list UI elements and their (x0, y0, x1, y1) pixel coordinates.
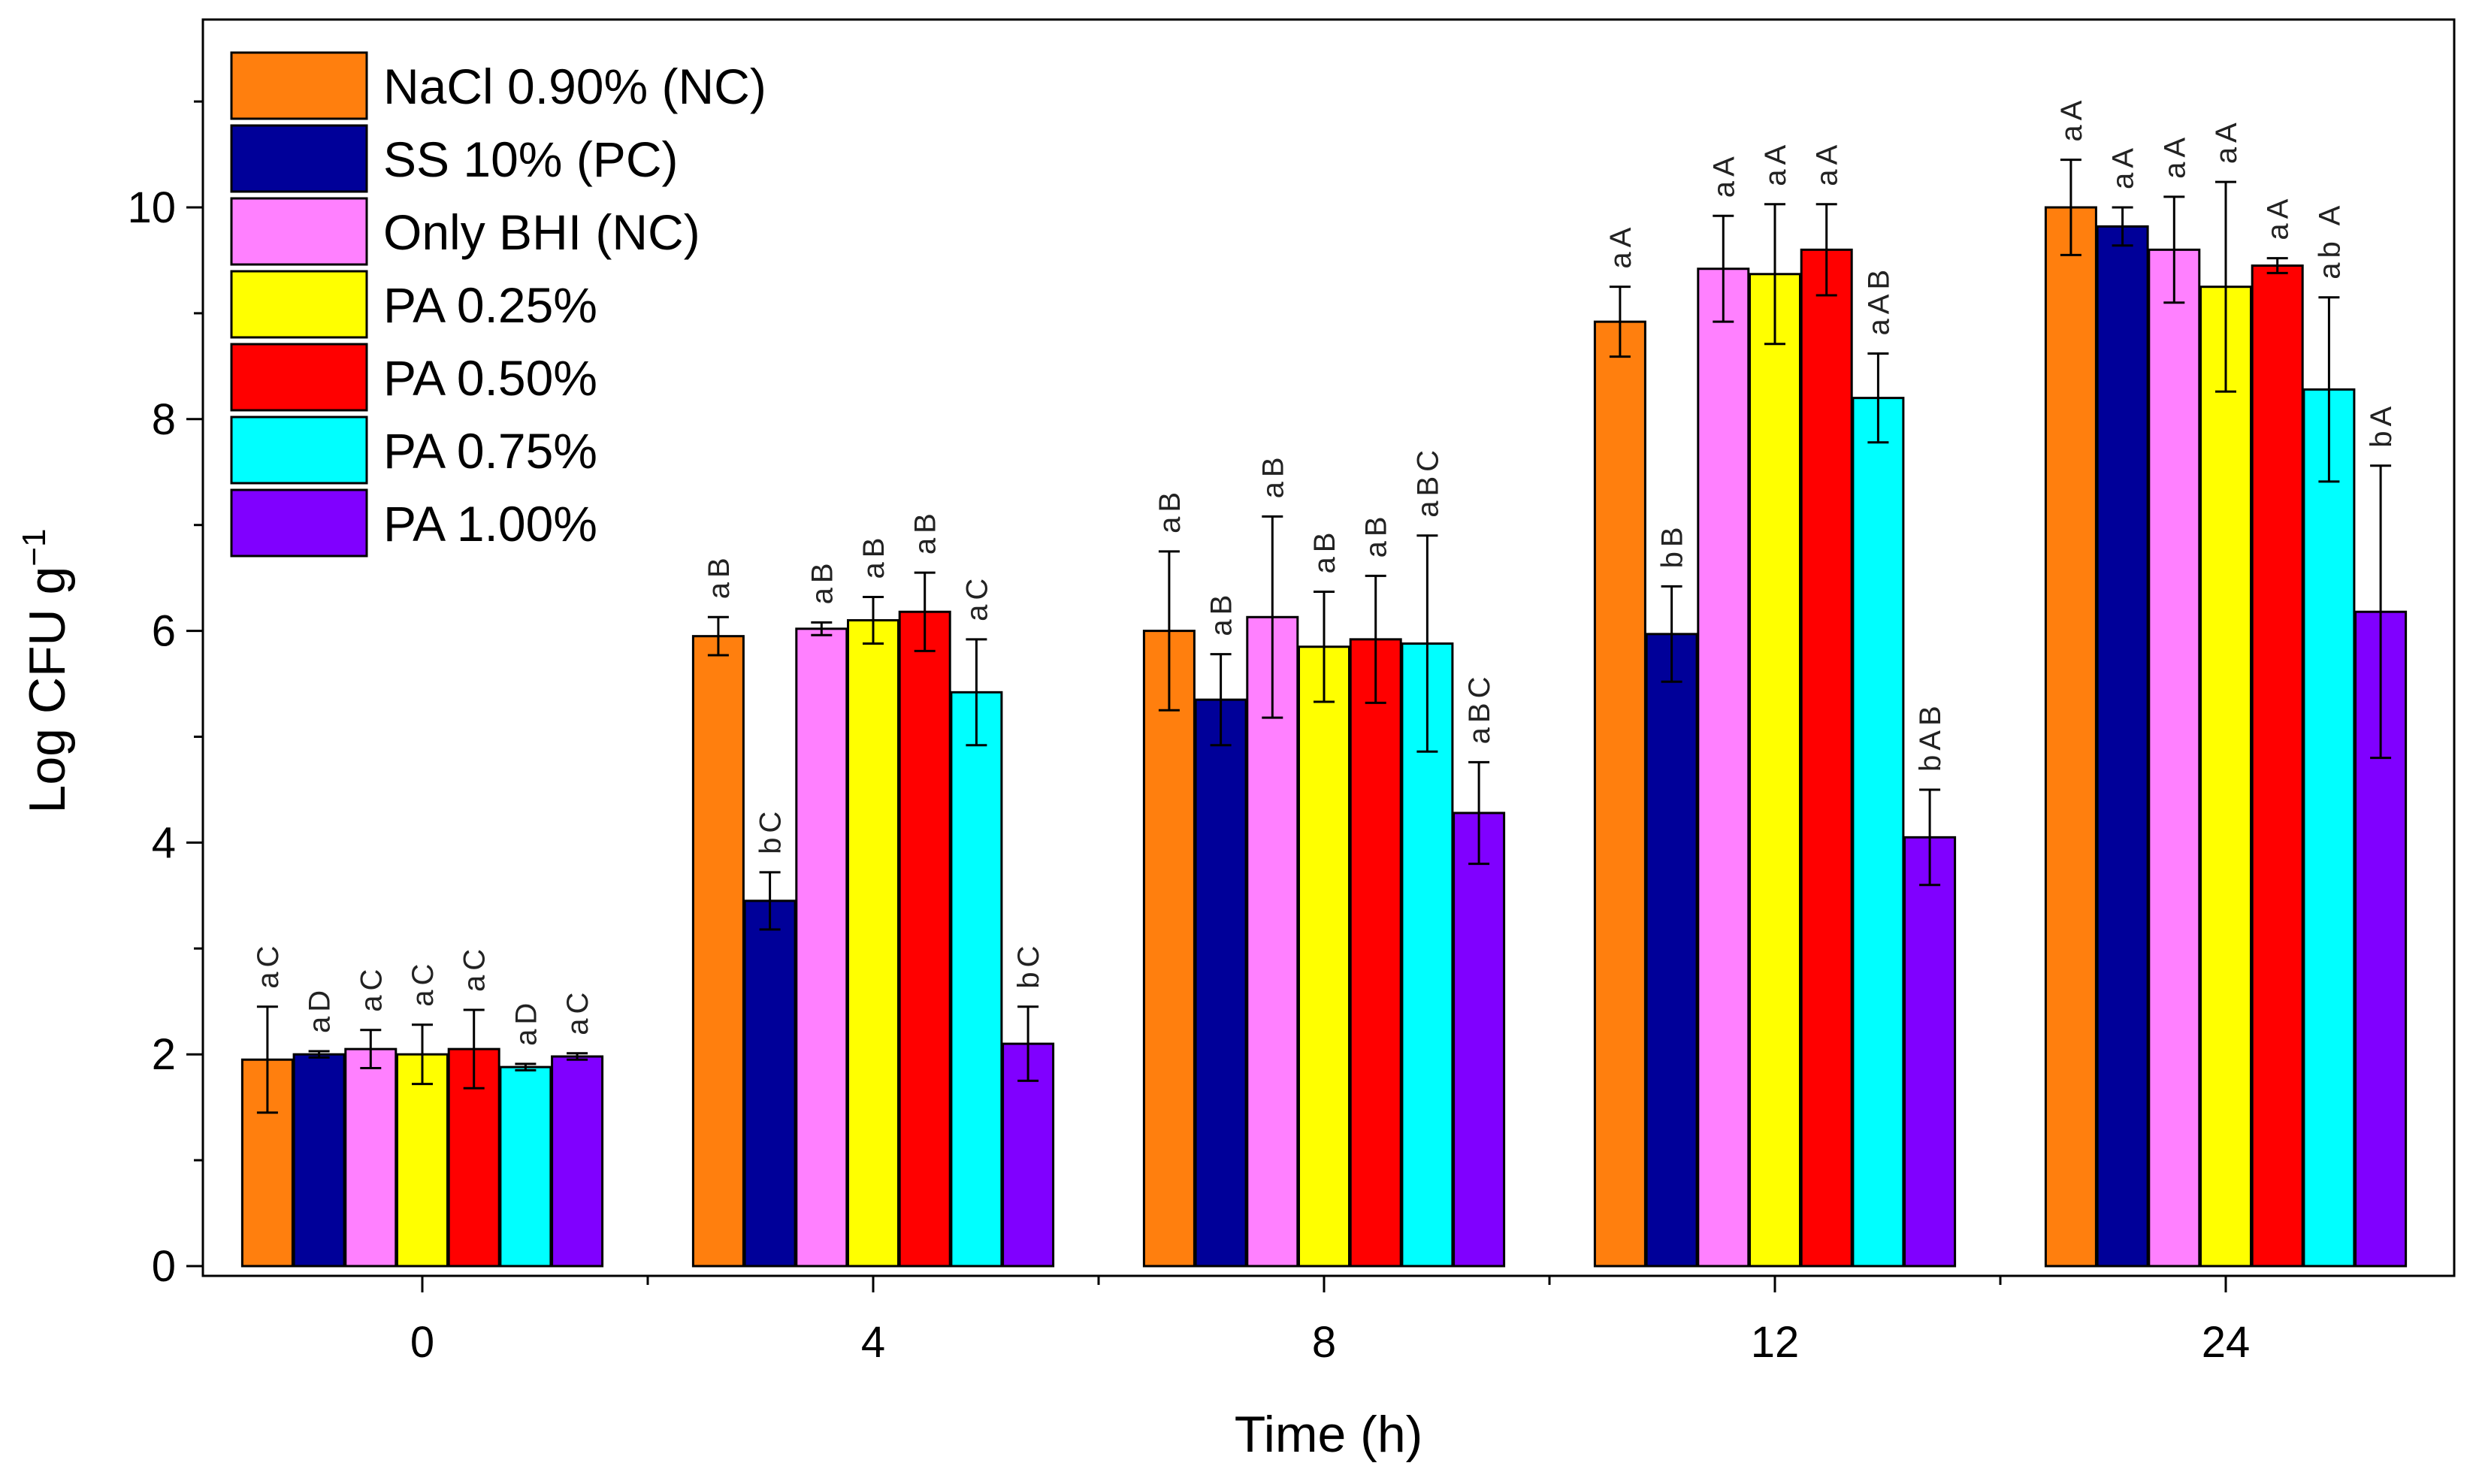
legend: NaCl 0.90% (NC) SS 10% (PC) Only BHI (NC) P… (230, 51, 766, 558)
bar (344, 1047, 398, 1268)
bar (691, 635, 745, 1268)
significance-label: aC (252, 941, 285, 989)
significance-label: aB (857, 533, 890, 579)
x-tick-label: 4 (861, 1318, 885, 1367)
bar (1645, 633, 1698, 1268)
legend-label: PA 0.25% (383, 277, 597, 333)
bar (2044, 206, 2097, 1268)
significance-label: aB (806, 558, 839, 604)
y-axis-title-sup: −1 (16, 529, 53, 567)
legend-label: PA 0.75% (383, 423, 597, 479)
significance-label: aBC (1411, 446, 1444, 518)
significance-label: aA (1759, 141, 1792, 186)
legend-swatch (230, 270, 368, 339)
y-tick-label: 0 (152, 1242, 176, 1291)
significance-label: aB (909, 509, 942, 555)
significance-label: aC (960, 574, 993, 621)
x-tick-label: 12 (1751, 1318, 1800, 1367)
legend-label: PA 1.00% (383, 496, 597, 552)
bar (499, 1065, 552, 1268)
significance-label: bB (1656, 522, 1689, 568)
bar (2199, 286, 2252, 1268)
significance-label: aA (2055, 96, 2088, 142)
bar (1349, 638, 1402, 1268)
significance-label: aA (2262, 195, 2295, 240)
significance-label: aA (1707, 152, 1740, 198)
x-tick-label: 24 (2202, 1318, 2251, 1367)
significance-label: aBC (1463, 672, 1496, 745)
y-tick-label: 4 (152, 818, 176, 867)
bar (1697, 267, 1750, 1268)
y-axis-title-main: Log CFU g (19, 567, 76, 814)
plot-area: aC aB aB aA aA aD bC aB bB aA aC aB aB aA aA aC aB aB aA aA… (240, 96, 2408, 1268)
significance-label: bC (1012, 941, 1045, 989)
bar (1194, 698, 1247, 1268)
legend-label: Only BHI (NC) (383, 204, 700, 260)
significance-label: aA (2158, 133, 2191, 179)
bar (2251, 264, 2304, 1268)
bar (1298, 645, 1350, 1268)
bar (1852, 397, 1905, 1268)
x-axis-title: Time (h) (1235, 1406, 1423, 1463)
bar (2148, 248, 2201, 1268)
bar (551, 1055, 604, 1268)
significance-label: aB (703, 553, 736, 599)
significance-label: aD (304, 986, 337, 1033)
significance-label: aA (1811, 141, 1844, 186)
legend-swatch (230, 124, 368, 193)
y-tick-label: 2 (152, 1030, 176, 1079)
significance-label: aB (1153, 488, 1187, 533)
legend-swatch (230, 416, 368, 485)
significance-label: aB (1256, 452, 1289, 498)
bar (795, 627, 848, 1268)
bar (1142, 630, 1196, 1268)
bar (1453, 812, 1506, 1268)
bar (2096, 225, 2149, 1268)
legend-label: SS 10% (PC) (383, 131, 678, 187)
significance-label: aB (1360, 512, 1393, 558)
y-tick-label: 10 (127, 183, 176, 232)
y-tick-label: 8 (152, 395, 176, 444)
significance-label: aAB (1862, 265, 1895, 336)
legend-label: NaCl 0.90% (NC) (383, 59, 766, 114)
x-tick-label: 8 (1312, 1318, 1336, 1367)
bar (1903, 836, 1957, 1268)
y-axis-title: Log CFU g−1 (16, 529, 76, 814)
significance-label: aC (561, 988, 594, 1035)
significance-label: aC (355, 965, 388, 1012)
bar (950, 691, 1003, 1268)
significance-label: aC (458, 945, 491, 992)
x-tick-label: 0 (410, 1318, 434, 1367)
plot-frame (201, 18, 2456, 1277)
significance-label: aB (1205, 591, 1238, 636)
bar (847, 619, 899, 1268)
significance-label: bA (2365, 402, 2398, 448)
significance-label: aA (2210, 118, 2243, 164)
y-tick-label: 6 (152, 607, 176, 656)
significance-label: bAB (1914, 701, 1947, 772)
significance-label: ab A (2313, 201, 2346, 280)
legend-swatch (230, 488, 368, 558)
significance-label: aD (509, 999, 543, 1046)
significance-label: aA (2107, 144, 2140, 189)
legend-label: PA 0.50% (383, 350, 597, 406)
bar (1593, 320, 1646, 1268)
legend-swatch (230, 197, 368, 266)
significance-label: aC (407, 960, 440, 1007)
legend-swatch (230, 343, 368, 412)
bar (743, 899, 797, 1268)
significance-label: bC (754, 807, 788, 854)
bar (1246, 615, 1299, 1268)
bar (396, 1053, 449, 1268)
bar (292, 1053, 346, 1268)
significance-label: aA (1604, 223, 1637, 269)
bar (1800, 248, 1853, 1268)
bar (1749, 273, 1801, 1268)
significance-label: aB (1308, 528, 1341, 574)
bar (2302, 388, 2356, 1268)
bar (898, 610, 951, 1268)
legend-swatch (230, 51, 368, 120)
